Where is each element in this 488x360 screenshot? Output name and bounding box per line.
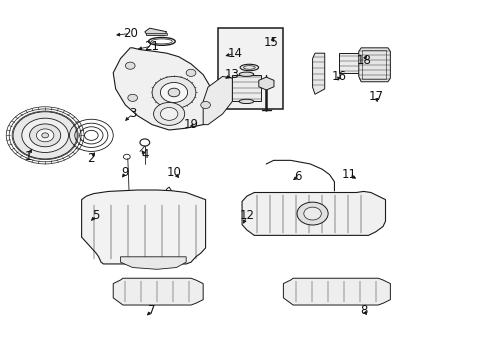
Circle shape — [30, 124, 61, 147]
Text: 17: 17 — [367, 90, 383, 103]
Polygon shape — [120, 257, 186, 269]
Text: 12: 12 — [239, 209, 254, 222]
Ellipse shape — [239, 99, 253, 104]
Polygon shape — [358, 48, 389, 82]
Text: 3: 3 — [129, 107, 136, 120]
Circle shape — [201, 102, 210, 109]
Circle shape — [160, 108, 178, 120]
Text: 1: 1 — [24, 150, 32, 163]
Circle shape — [153, 103, 184, 125]
Circle shape — [36, 129, 54, 142]
Circle shape — [125, 62, 135, 69]
Polygon shape — [144, 28, 166, 35]
Bar — [339, 53, 358, 73]
Text: 15: 15 — [263, 36, 278, 49]
Circle shape — [168, 88, 180, 97]
Text: 5: 5 — [92, 209, 100, 222]
Circle shape — [13, 112, 77, 159]
Circle shape — [41, 133, 48, 138]
Bar — [362, 50, 386, 79]
Circle shape — [152, 76, 196, 109]
Text: 14: 14 — [227, 47, 242, 60]
Polygon shape — [81, 190, 205, 264]
Circle shape — [186, 69, 196, 76]
Text: 20: 20 — [122, 27, 138, 40]
Circle shape — [127, 94, 137, 102]
Text: 4: 4 — [141, 148, 148, 162]
Text: 10: 10 — [166, 166, 181, 179]
Polygon shape — [242, 192, 385, 235]
Ellipse shape — [240, 64, 258, 71]
Text: 18: 18 — [355, 54, 370, 67]
Polygon shape — [113, 278, 203, 305]
Text: 9: 9 — [122, 166, 129, 179]
Polygon shape — [145, 33, 166, 35]
Circle shape — [303, 207, 321, 220]
Polygon shape — [283, 278, 389, 305]
Circle shape — [22, 118, 68, 153]
Text: 13: 13 — [224, 68, 239, 81]
Ellipse shape — [239, 72, 253, 76]
Text: 2: 2 — [87, 152, 95, 165]
Circle shape — [296, 202, 327, 225]
Text: 16: 16 — [331, 70, 346, 83]
Text: 6: 6 — [294, 170, 301, 183]
Text: 19: 19 — [183, 118, 198, 131]
Polygon shape — [312, 53, 324, 94]
Text: 8: 8 — [359, 304, 366, 317]
Text: 7: 7 — [148, 304, 156, 317]
Text: 21: 21 — [144, 40, 159, 53]
Polygon shape — [258, 77, 273, 90]
Circle shape — [160, 82, 187, 103]
Text: 11: 11 — [341, 168, 356, 181]
Bar — [231, 75, 261, 102]
Bar — [217, 28, 283, 109]
Polygon shape — [203, 76, 232, 125]
Polygon shape — [113, 48, 217, 130]
